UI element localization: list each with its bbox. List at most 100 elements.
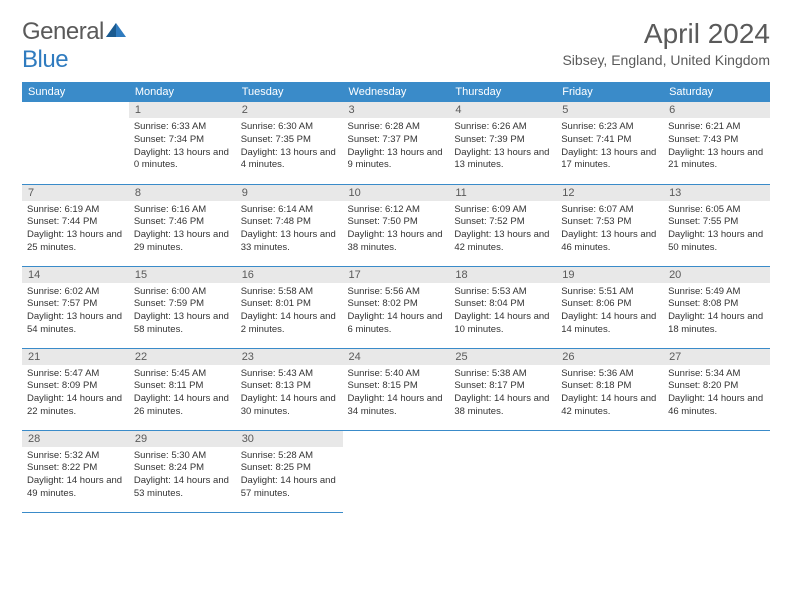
calendar-cell: 22Sunrise: 5:45 AMSunset: 8:11 PMDayligh… (129, 348, 236, 430)
sunrise-text: Sunrise: 6:07 AM (561, 204, 658, 217)
day-details: Sunrise: 6:07 AMSunset: 7:53 PMDaylight:… (556, 201, 663, 259)
day-header: Tuesday (236, 82, 343, 102)
sunset-text: Sunset: 7:34 PM (134, 134, 231, 147)
day-details: Sunrise: 6:02 AMSunset: 7:57 PMDaylight:… (22, 283, 129, 341)
sunrise-text: Sunrise: 5:47 AM (27, 368, 124, 381)
location: Sibsey, England, United Kingdom (562, 52, 770, 68)
sunrise-text: Sunrise: 6:28 AM (348, 121, 445, 134)
calendar-cell: 29Sunrise: 5:30 AMSunset: 8:24 PMDayligh… (129, 430, 236, 512)
calendar-cell: 3Sunrise: 6:28 AMSunset: 7:37 PMDaylight… (343, 102, 450, 184)
day-header: Saturday (663, 82, 770, 102)
calendar-cell (663, 430, 770, 512)
daylight-text: Daylight: 13 hours and 4 minutes. (241, 147, 338, 173)
sunrise-text: Sunrise: 6:19 AM (27, 204, 124, 217)
day-details: Sunrise: 5:45 AMSunset: 8:11 PMDaylight:… (129, 365, 236, 423)
sunset-text: Sunset: 7:55 PM (668, 216, 765, 229)
day-details: Sunrise: 6:09 AMSunset: 7:52 PMDaylight:… (449, 201, 556, 259)
day-number: 4 (449, 102, 556, 118)
day-details: Sunrise: 6:00 AMSunset: 7:59 PMDaylight:… (129, 283, 236, 341)
daylight-text: Daylight: 14 hours and 57 minutes. (241, 475, 338, 501)
month-title: April 2024 (562, 18, 770, 50)
daylight-text: Daylight: 14 hours and 42 minutes. (561, 393, 658, 419)
calendar-cell: 30Sunrise: 5:28 AMSunset: 8:25 PMDayligh… (236, 430, 343, 512)
day-details: Sunrise: 6:23 AMSunset: 7:41 PMDaylight:… (556, 118, 663, 176)
day-number: 20 (663, 267, 770, 283)
sunset-text: Sunset: 7:52 PM (454, 216, 551, 229)
day-number: 6 (663, 102, 770, 118)
calendar-week: 14Sunrise: 6:02 AMSunset: 7:57 PMDayligh… (22, 266, 770, 348)
sunrise-text: Sunrise: 6:21 AM (668, 121, 765, 134)
calendar-cell: 4Sunrise: 6:26 AMSunset: 7:39 PMDaylight… (449, 102, 556, 184)
logo-general: General (22, 18, 104, 45)
day-details: Sunrise: 6:26 AMSunset: 7:39 PMDaylight:… (449, 118, 556, 176)
sunset-text: Sunset: 8:24 PM (134, 462, 231, 475)
daylight-text: Daylight: 14 hours and 53 minutes. (134, 475, 231, 501)
day-details: Sunrise: 6:28 AMSunset: 7:37 PMDaylight:… (343, 118, 450, 176)
calendar-cell: 12Sunrise: 6:07 AMSunset: 7:53 PMDayligh… (556, 184, 663, 266)
daylight-text: Daylight: 13 hours and 9 minutes. (348, 147, 445, 173)
sunset-text: Sunset: 8:22 PM (27, 462, 124, 475)
calendar-week: 28Sunrise: 5:32 AMSunset: 8:22 PMDayligh… (22, 430, 770, 512)
day-number: 9 (236, 185, 343, 201)
day-details: Sunrise: 5:32 AMSunset: 8:22 PMDaylight:… (22, 447, 129, 505)
day-details: Sunrise: 6:05 AMSunset: 7:55 PMDaylight:… (663, 201, 770, 259)
day-number: 26 (556, 349, 663, 365)
day-details: Sunrise: 5:28 AMSunset: 8:25 PMDaylight:… (236, 447, 343, 505)
daylight-text: Daylight: 13 hours and 33 minutes. (241, 229, 338, 255)
day-number: 22 (129, 349, 236, 365)
day-details: Sunrise: 5:51 AMSunset: 8:06 PMDaylight:… (556, 283, 663, 341)
sunrise-text: Sunrise: 5:51 AM (561, 286, 658, 299)
day-number: 11 (449, 185, 556, 201)
day-number: 24 (343, 349, 450, 365)
calendar-cell: 6Sunrise: 6:21 AMSunset: 7:43 PMDaylight… (663, 102, 770, 184)
sunset-text: Sunset: 8:08 PM (668, 298, 765, 311)
day-details: Sunrise: 5:43 AMSunset: 8:13 PMDaylight:… (236, 365, 343, 423)
daylight-text: Daylight: 14 hours and 2 minutes. (241, 311, 338, 337)
calendar-cell: 27Sunrise: 5:34 AMSunset: 8:20 PMDayligh… (663, 348, 770, 430)
title-block: April 2024 Sibsey, England, United Kingd… (562, 18, 770, 68)
calendar-cell: 26Sunrise: 5:36 AMSunset: 8:18 PMDayligh… (556, 348, 663, 430)
daylight-text: Daylight: 13 hours and 58 minutes. (134, 311, 231, 337)
daylight-text: Daylight: 13 hours and 46 minutes. (561, 229, 658, 255)
day-details: Sunrise: 5:36 AMSunset: 8:18 PMDaylight:… (556, 365, 663, 423)
sunrise-text: Sunrise: 5:36 AM (561, 368, 658, 381)
sunrise-text: Sunrise: 6:30 AM (241, 121, 338, 134)
day-number: 15 (129, 267, 236, 283)
sunrise-text: Sunrise: 5:43 AM (241, 368, 338, 381)
daylight-text: Daylight: 14 hours and 34 minutes. (348, 393, 445, 419)
calendar-cell: 13Sunrise: 6:05 AMSunset: 7:55 PMDayligh… (663, 184, 770, 266)
daylight-text: Daylight: 14 hours and 49 minutes. (27, 475, 124, 501)
daylight-text: Daylight: 14 hours and 6 minutes. (348, 311, 445, 337)
day-details: Sunrise: 5:34 AMSunset: 8:20 PMDaylight:… (663, 365, 770, 423)
logo-blue: Blue (22, 46, 68, 73)
calendar-cell (449, 430, 556, 512)
sunset-text: Sunset: 8:20 PM (668, 380, 765, 393)
sunset-text: Sunset: 7:53 PM (561, 216, 658, 229)
calendar-cell: 5Sunrise: 6:23 AMSunset: 7:41 PMDaylight… (556, 102, 663, 184)
calendar-table: Sunday Monday Tuesday Wednesday Thursday… (22, 82, 770, 513)
sunrise-text: Sunrise: 6:33 AM (134, 121, 231, 134)
daylight-text: Daylight: 14 hours and 14 minutes. (561, 311, 658, 337)
calendar-cell (343, 430, 450, 512)
sunrise-text: Sunrise: 5:56 AM (348, 286, 445, 299)
day-details: Sunrise: 5:53 AMSunset: 8:04 PMDaylight:… (449, 283, 556, 341)
sunset-text: Sunset: 8:04 PM (454, 298, 551, 311)
daylight-text: Daylight: 14 hours and 46 minutes. (668, 393, 765, 419)
sunset-text: Sunset: 7:41 PM (561, 134, 658, 147)
calendar-cell: 16Sunrise: 5:58 AMSunset: 8:01 PMDayligh… (236, 266, 343, 348)
day-details: Sunrise: 5:47 AMSunset: 8:09 PMDaylight:… (22, 365, 129, 423)
sunrise-text: Sunrise: 5:38 AM (454, 368, 551, 381)
sunset-text: Sunset: 8:17 PM (454, 380, 551, 393)
calendar-cell: 18Sunrise: 5:53 AMSunset: 8:04 PMDayligh… (449, 266, 556, 348)
calendar-week: 21Sunrise: 5:47 AMSunset: 8:09 PMDayligh… (22, 348, 770, 430)
calendar-cell (22, 102, 129, 184)
calendar-cell (556, 430, 663, 512)
day-details: Sunrise: 6:30 AMSunset: 7:35 PMDaylight:… (236, 118, 343, 176)
day-number: 13 (663, 185, 770, 201)
day-number: 23 (236, 349, 343, 365)
day-number: 8 (129, 185, 236, 201)
calendar-cell: 10Sunrise: 6:12 AMSunset: 7:50 PMDayligh… (343, 184, 450, 266)
calendar-week: 1Sunrise: 6:33 AMSunset: 7:34 PMDaylight… (22, 102, 770, 184)
sunset-text: Sunset: 7:43 PM (668, 134, 765, 147)
day-number: 21 (22, 349, 129, 365)
